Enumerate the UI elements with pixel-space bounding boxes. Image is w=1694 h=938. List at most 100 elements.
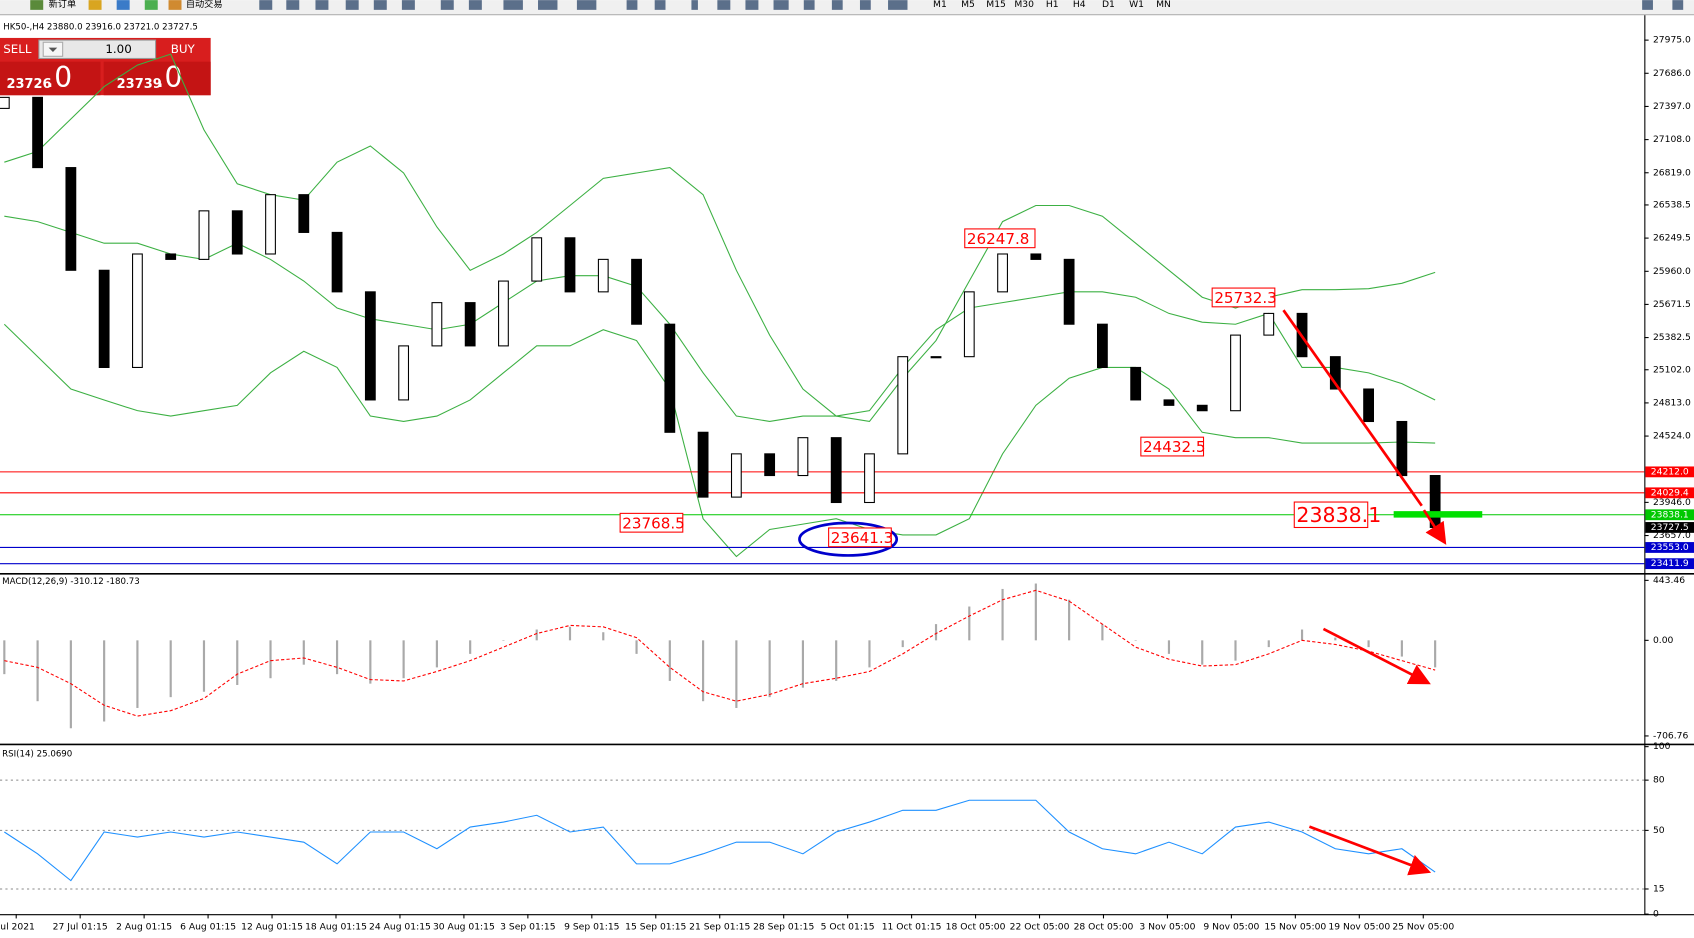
macd-bar: [335, 640, 339, 675]
y-tick-label: 27397.0: [1653, 101, 1691, 112]
candle: [498, 280, 509, 347]
timeframe-button[interactable]: MN: [1156, 0, 1171, 10]
candle: [664, 323, 676, 433]
level-tag: [1645, 487, 1694, 499]
icon[interactable]: [168, 0, 182, 10]
candle: [1263, 312, 1275, 336]
toolbar: [0, 0, 1694, 15]
candle: [897, 356, 909, 455]
timeframe-button[interactable]: H4: [1073, 0, 1086, 10]
macd-bar: [3, 640, 6, 675]
current-price-tag: [1645, 522, 1694, 533]
level-tag: [1645, 558, 1694, 570]
time-label: 5 Oct 01:15: [821, 922, 875, 933]
icon[interactable]: [88, 0, 102, 10]
sell-button[interactable]: SELL: [3, 42, 32, 56]
candle: [830, 437, 842, 504]
time-label: 9 Sep 01:15: [564, 922, 620, 933]
icon[interactable]: [116, 0, 130, 10]
candle: [331, 231, 343, 293]
macd-bar: [568, 626, 572, 641]
y-tick-label: 25960.0: [1653, 266, 1691, 277]
macd-bar: [169, 640, 172, 698]
candle: [797, 437, 809, 477]
y-tick-label: 26249.5: [1653, 233, 1691, 244]
trend-arrow: [1422, 509, 1447, 545]
timeframe-button[interactable]: M30: [1014, 0, 1034, 10]
lot-value[interactable]: 1.00: [105, 42, 131, 56]
candle: [1396, 420, 1408, 477]
time-label: 3 Nov 05:00: [1139, 922, 1195, 933]
candle: [764, 453, 776, 477]
candle: [1329, 356, 1341, 390]
lot-input[interactable]: [38, 39, 157, 60]
indicator-title: RSI(14) 25.0690: [2, 750, 72, 760]
timeframe-button[interactable]: H1: [1046, 0, 1059, 10]
level-tag: [1645, 542, 1694, 553]
candle: [1196, 404, 1208, 412]
price-annotation: 26247.8: [967, 230, 1029, 248]
price-annotation: 23641.3: [831, 529, 893, 547]
macd-bar: [435, 640, 438, 668]
timeframe-button[interactable]: M15: [986, 0, 1006, 10]
timeframe-button[interactable]: D1: [1102, 0, 1115, 10]
time-label: 18 Aug 01:15: [305, 922, 367, 933]
current-price-label: 23727.5: [1651, 522, 1689, 533]
macd-bar: [702, 640, 705, 702]
sell-price-fraction: .0: [45, 61, 72, 94]
candle: [1363, 388, 1374, 423]
y-tick-label: 80: [1653, 775, 1665, 786]
time-label: 12 Aug 01:15: [241, 922, 303, 933]
candle: [531, 237, 543, 282]
price-annotation-box: [1140, 436, 1205, 457]
macd-bar: [1068, 599, 1071, 641]
macd-arrow: [1322, 627, 1431, 685]
auto-trading[interactable]: 自动交易: [186, 0, 223, 10]
y-tick-label: 27975.0: [1653, 35, 1691, 46]
level-tag: [1645, 509, 1694, 521]
candle: [165, 253, 177, 260]
y-tick-label: 100: [1653, 741, 1671, 752]
charts: HK50-,H4 23880.0 23916.0 23721.0 23727.5…: [0, 23, 1694, 933]
macd-bar: [968, 606, 971, 641]
macd-bar: [1034, 583, 1037, 641]
y-tick-label: 23946.0: [1653, 497, 1691, 508]
time-label: 27 Jul 01:15: [53, 922, 108, 933]
y-tick-label: 0.00: [1653, 635, 1674, 646]
macd-bar: [1400, 640, 1403, 657]
price-annotation: 25732.3: [1214, 289, 1276, 307]
macd-bar: [269, 640, 272, 679]
time-label: 18 Oct 05:00: [946, 922, 1006, 933]
price-annotation: 23768.5: [622, 514, 684, 532]
y-tick-label: 26538.5: [1653, 199, 1691, 210]
timeframe-button[interactable]: M5: [961, 0, 975, 10]
highlight-bar: [1393, 511, 1483, 518]
macd-bar: [1167, 640, 1171, 654]
candle: [65, 167, 77, 271]
candle: [1063, 258, 1075, 325]
macd-bar: [469, 640, 472, 654]
new-order[interactable]: 新订单: [49, 0, 77, 10]
time-label: 21 Sep 01:15: [689, 922, 750, 933]
buy-price-box[interactable]: [103, 61, 211, 96]
candle: [1429, 474, 1441, 528]
candle: [32, 96, 43, 169]
drawings: 26247.8 25732.3 24432.5 23768.5 23641.3 23838…: [619, 228, 1483, 876]
y-tick-label: 27686.0: [1653, 68, 1691, 79]
y-tick-label: 24813.0: [1653, 397, 1691, 408]
candle: [631, 258, 642, 325]
candle: [98, 269, 110, 368]
timeframe-button[interactable]: W1: [1129, 0, 1144, 10]
icon[interactable]: [30, 0, 44, 10]
sell-price-box[interactable]: [0, 61, 101, 96]
icon[interactable]: [144, 0, 158, 10]
timeframe-button[interactable]: M1: [933, 0, 947, 10]
level-label: 24212.0: [1651, 466, 1689, 477]
candle: [298, 194, 310, 233]
buy-button[interactable]: BUY: [171, 42, 196, 56]
trend-arrow: [1282, 309, 1423, 507]
macd-bar: [868, 640, 871, 668]
macd-bar: [402, 640, 405, 679]
